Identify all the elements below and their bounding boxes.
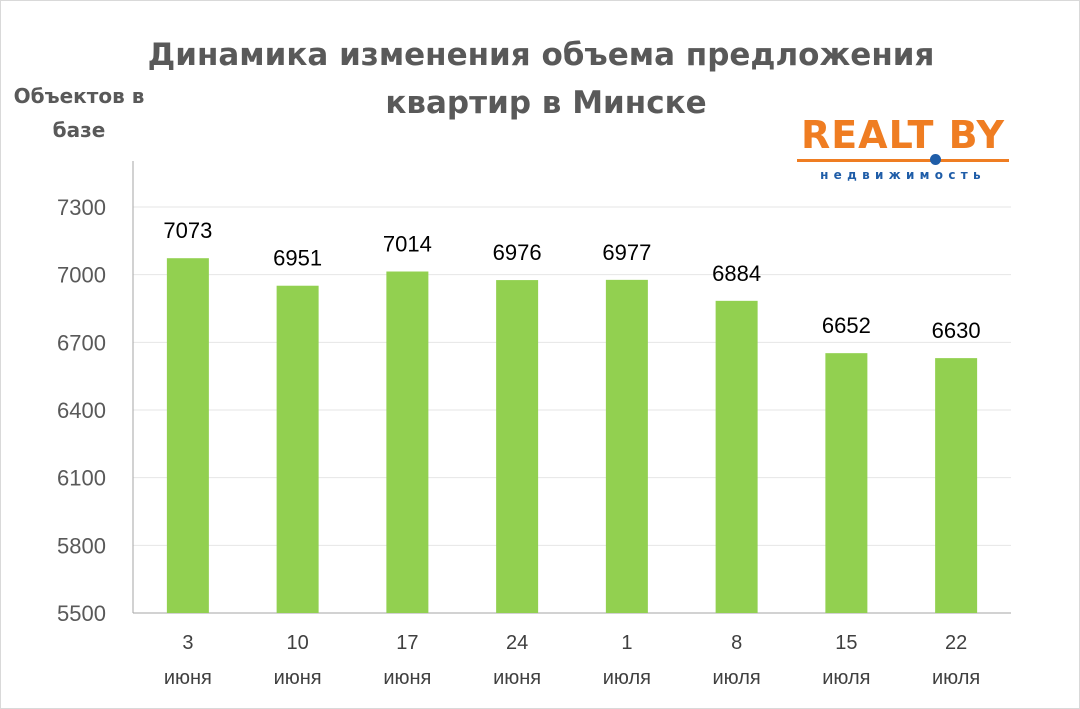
- x-tick-label: 15: [835, 632, 857, 654]
- logo-subtitle: недвижимость: [820, 168, 986, 182]
- chart-title-line2: квартир в Минске: [385, 85, 707, 121]
- logo-brand: REALT BY: [800, 113, 1006, 157]
- x-tick-label: июня: [493, 667, 541, 689]
- x-tick-label: июня: [164, 667, 212, 689]
- data-label: 6977: [602, 240, 651, 265]
- x-tick-label: 24: [506, 632, 528, 654]
- x-tick-label: июня: [274, 667, 322, 689]
- bar: [276, 285, 319, 613]
- y-axis-label: Объектов в базе: [13, 84, 145, 142]
- x-tick-label: 22: [945, 632, 967, 654]
- data-label: 6976: [493, 240, 542, 265]
- y-tick-label: 7300: [57, 195, 106, 220]
- bar: [715, 300, 758, 613]
- bar: [935, 358, 978, 613]
- bar: [825, 353, 868, 613]
- bar: [605, 279, 648, 613]
- y-tick-label: 6700: [57, 330, 106, 355]
- chart-title-line1: Динамика изменения объема предложения: [147, 37, 935, 73]
- bar: [496, 280, 539, 613]
- chart-title: Динамика изменения объема предложения кв…: [1, 31, 1079, 127]
- data-label: 7073: [163, 218, 212, 243]
- logo-dot: [930, 154, 941, 165]
- x-tick-label: 17: [396, 632, 418, 654]
- x-tick-label: июля: [822, 667, 870, 689]
- data-label: 6951: [273, 246, 322, 271]
- x-tick-label: июля: [713, 667, 761, 689]
- x-tick-label: июля: [932, 667, 980, 689]
- x-tick-label: 1: [621, 632, 632, 654]
- y-tick-label: 7000: [57, 263, 106, 288]
- logo-rule: [797, 159, 1009, 162]
- bar: [386, 271, 429, 613]
- data-label: 7014: [383, 232, 432, 257]
- data-label: 6884: [712, 261, 761, 286]
- x-tick-label: июля: [603, 667, 651, 689]
- x-tick-label: 10: [287, 632, 309, 654]
- y-tick-label: 5500: [57, 601, 106, 626]
- y-tick-label: 5800: [57, 533, 106, 558]
- data-label: 6630: [932, 318, 981, 343]
- y-tick-label: 6100: [57, 466, 106, 491]
- x-tick-label: июня: [383, 667, 431, 689]
- realt-logo: REALT BY недвижимость: [797, 113, 1009, 189]
- x-tick-label: 8: [731, 632, 742, 654]
- y-tick-label: 6400: [57, 398, 106, 423]
- x-tick-label: 3: [182, 632, 193, 654]
- bar: [166, 258, 209, 613]
- data-label: 6652: [822, 313, 871, 338]
